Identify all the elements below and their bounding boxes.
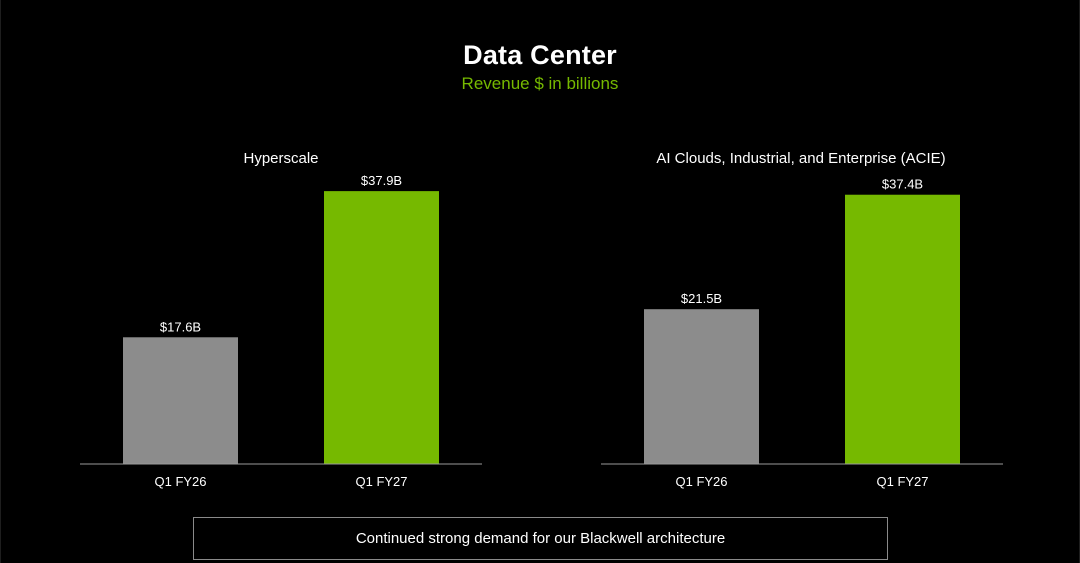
x-tick-label: Q1 FY26 (675, 474, 727, 489)
bar-q1-fy27 (324, 191, 439, 464)
data-label: $37.4B (882, 177, 923, 192)
x-tick-label: Q1 FY27 (355, 474, 407, 489)
x-tick-label: Q1 FY27 (876, 474, 928, 489)
data-label: $21.5B (681, 291, 722, 306)
bar-q1-fy26 (123, 337, 238, 464)
chart-acie: AI Clouds, Industrial, and Enterprise (A… (601, 150, 1003, 489)
bar-q1-fy27 (845, 194, 960, 464)
footer-text: Continued strong demand for our Blackwel… (355, 530, 726, 547)
chart-title: Hyperscale (243, 150, 318, 167)
data-label: $37.9B (361, 173, 402, 188)
footer-callout: Continued strong demand for our Blackwel… (193, 517, 888, 560)
slide-subtitle: Revenue $ in billions (461, 74, 619, 93)
chart-title: AI Clouds, Industrial, and Enterprise (A… (656, 150, 945, 167)
x-tick-label: Q1 FY26 (154, 474, 206, 489)
data-label: $17.6B (160, 319, 201, 334)
bar-q1-fy26 (644, 309, 759, 464)
chart-hyperscale: Hyperscale $17.6B Q1 FY26 $37.9B Q1 FY27 (80, 150, 482, 489)
slide-title: Data Center (463, 40, 617, 70)
